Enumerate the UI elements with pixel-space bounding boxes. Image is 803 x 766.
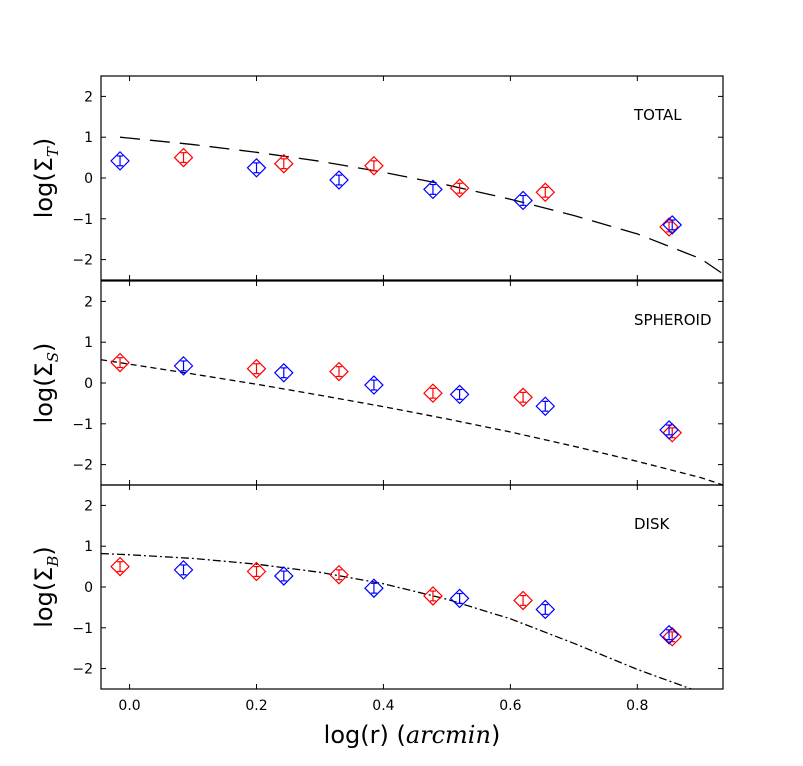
data-point xyxy=(273,153,294,174)
x-tick-label: 0.0 xyxy=(118,698,140,714)
y-tick-label: 1 xyxy=(84,539,93,555)
model-curve xyxy=(101,552,692,689)
y-tick-label: 1 xyxy=(84,335,93,351)
series-red xyxy=(110,352,683,443)
y-tick-label: −1 xyxy=(72,212,93,228)
data-point xyxy=(110,151,130,171)
y-tick-label: 1 xyxy=(84,130,93,146)
x-axis-label: log(r) (arcmin) xyxy=(324,721,501,749)
panels: 2 1 0 −1 −2 TOTAL log(ΣT) 2 1 0 −1 −2 SPHEROID log(ΣS… xyxy=(30,75,724,690)
data-point xyxy=(110,352,130,373)
data-point xyxy=(513,190,533,211)
series-blue xyxy=(173,560,679,645)
data-point xyxy=(423,179,443,200)
data-point xyxy=(329,361,349,382)
data-point xyxy=(329,564,349,585)
data-point xyxy=(423,586,443,606)
data-point xyxy=(513,387,533,408)
data-point xyxy=(110,556,130,577)
x-tick-label: 0.8 xyxy=(626,698,648,714)
data-point xyxy=(246,157,267,178)
y-tick-label: 2 xyxy=(84,89,93,105)
y-tick-label: 2 xyxy=(84,498,93,514)
x-tick-label: 0.6 xyxy=(499,698,521,714)
x-tick-label: 0.2 xyxy=(245,698,267,714)
data-point xyxy=(535,182,556,203)
data-point xyxy=(535,599,556,620)
panel-disk: 2 1 0 −1 −2 DISK log(ΣB) xyxy=(30,484,724,690)
y-tick-label: −1 xyxy=(72,417,93,433)
panel-total: 2 1 0 −1 −2 TOTAL log(ΣT) xyxy=(30,75,724,281)
x-tick-label: 0.4 xyxy=(372,698,394,714)
data-point xyxy=(659,624,679,645)
data-point xyxy=(449,588,470,609)
data-point xyxy=(173,560,194,580)
series-blue xyxy=(173,356,679,440)
y-tick-label: −1 xyxy=(72,621,93,637)
data-point xyxy=(273,362,294,383)
data-point xyxy=(449,178,470,199)
data-point xyxy=(513,590,533,611)
data-point xyxy=(659,420,679,440)
y-tick-label: 2 xyxy=(84,294,93,310)
data-point xyxy=(364,578,384,599)
y-axis-label: log(ΣS) xyxy=(30,343,62,424)
y-tick-label: 0 xyxy=(84,580,93,596)
panel-spheroid: 2 1 0 −1 −2 SPHEROID log(ΣS) xyxy=(30,280,724,486)
data-point xyxy=(246,358,267,379)
series-red xyxy=(173,147,679,237)
data-point xyxy=(273,566,294,586)
series-red xyxy=(110,556,683,647)
y-tick-label: 0 xyxy=(84,376,93,392)
model-curve xyxy=(101,359,723,485)
y-tick-label: −2 xyxy=(72,253,93,269)
data-point xyxy=(173,356,194,376)
data-point xyxy=(364,375,384,395)
series-blue xyxy=(110,151,683,235)
y-axis-label: log(ΣT) xyxy=(30,138,62,219)
data-point xyxy=(535,396,556,417)
data-point xyxy=(449,384,470,405)
y-tick-label: −2 xyxy=(72,458,93,474)
x-axis: 0.0 0.2 0.4 0.6 0.8 log(r) (arcmin) xyxy=(118,698,648,749)
data-point xyxy=(662,215,683,235)
data-point xyxy=(329,170,349,190)
panel-frame xyxy=(100,484,724,690)
panel-label: SPHEROID xyxy=(634,311,712,329)
model-curve xyxy=(119,136,723,275)
y-tick-label: 0 xyxy=(84,171,93,187)
panel-frame xyxy=(100,75,724,281)
panel-label: TOTAL xyxy=(633,106,682,124)
panel-label: DISK xyxy=(634,515,670,533)
data-point xyxy=(423,383,443,404)
y-axis-label: log(ΣB) xyxy=(30,546,62,628)
data-point xyxy=(364,155,384,176)
data-point xyxy=(246,561,267,582)
data-point xyxy=(173,147,194,168)
y-tick-label: −2 xyxy=(72,662,93,678)
